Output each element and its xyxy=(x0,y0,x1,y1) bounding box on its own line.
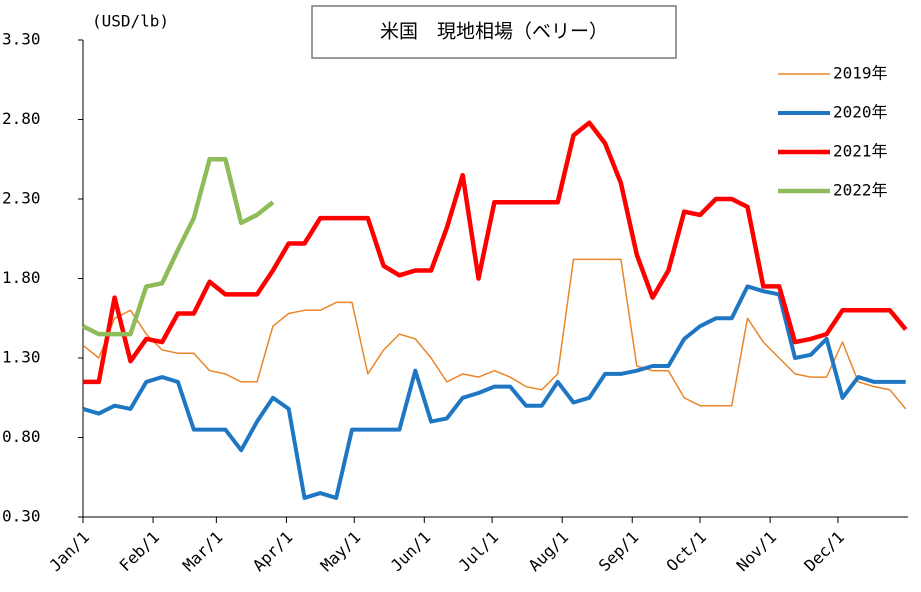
legend-label: 2020年 xyxy=(833,103,888,122)
title-box xyxy=(311,5,677,59)
y-tick-label: 3.30 xyxy=(2,30,41,49)
y-tick-label: 0.30 xyxy=(2,507,41,526)
x-tick-label: Aug/1 xyxy=(525,528,572,575)
series-line xyxy=(82,284,906,500)
series-line xyxy=(83,120,908,385)
legend-label: 2022年 xyxy=(833,181,888,200)
legend-label: 2021年 xyxy=(833,142,888,161)
y-unit: (USD/lb) xyxy=(92,12,169,31)
x-tick-label: Jun/1 xyxy=(387,528,434,575)
x-tick-label: Oct/1 xyxy=(663,528,710,575)
y-tick-label: 2.30 xyxy=(2,189,41,208)
y-tick-label: 1.80 xyxy=(2,268,41,287)
x-tick-label: Dec/1 xyxy=(800,528,847,575)
y-tick-label: 2.80 xyxy=(2,109,41,128)
y-tick-label: 1.30 xyxy=(2,348,41,367)
x-tick-label: Sep/1 xyxy=(595,528,642,575)
x-tick-label: May/1 xyxy=(317,528,364,575)
legend-label: 2019年 xyxy=(833,64,888,83)
y-tick-label: 0.80 xyxy=(2,427,41,446)
chart-title: 米国 現地相場（ベリー） xyxy=(380,21,608,43)
x-tick-label: Apr/1 xyxy=(249,528,296,575)
x-tick-label: Feb/1 xyxy=(116,528,163,575)
x-tick-label: Jul/1 xyxy=(455,528,502,575)
x-tick-label: Mar/1 xyxy=(179,528,226,575)
x-tick-label: Jan/1 xyxy=(46,528,93,575)
series-line xyxy=(82,258,907,410)
series-line xyxy=(81,157,275,337)
x-tick-label: Nov/1 xyxy=(733,528,780,575)
